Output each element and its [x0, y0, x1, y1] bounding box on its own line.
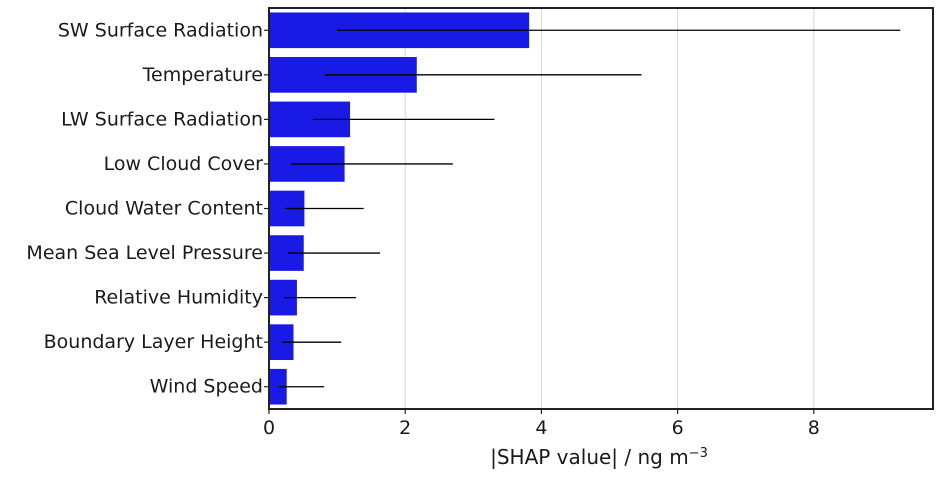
x-tick-label: 0: [263, 417, 275, 439]
x-axis-label-superscript: −3: [689, 446, 708, 461]
x-tick-label: 4: [535, 417, 547, 439]
y-tick-label: Boundary Layer Height: [44, 331, 263, 353]
x-axis-label-text: |SHAP value| / ng m: [490, 445, 689, 469]
bar-wind-speed: [269, 368, 287, 405]
x-axis-label: |SHAP value| / ng m−3: [490, 445, 708, 469]
y-tick-label: Temperature: [142, 64, 263, 86]
y-tick-labels: SW Surface Radiation Temperature LW Surfac…: [26, 19, 269, 398]
y-tick-label: LW Surface Radiation: [61, 108, 263, 130]
x-tick-label: 2: [399, 417, 411, 439]
y-tick-label: Cloud Water Content: [65, 198, 263, 220]
y-tick-label: Relative Humidity: [94, 287, 263, 309]
y-tick-label: SW Surface Radiation: [58, 19, 263, 41]
y-tick-label: Wind Speed: [150, 376, 263, 398]
error-lines: [279, 29, 901, 388]
y-tick-label: Low Cloud Cover: [104, 153, 264, 175]
y-tick-label: Mean Sea Level Pressure: [26, 242, 263, 264]
x-tick-label: 8: [808, 417, 820, 439]
x-tick-labels: 0 2 4 6 8: [263, 409, 820, 439]
x-tick-label: 6: [672, 417, 684, 439]
